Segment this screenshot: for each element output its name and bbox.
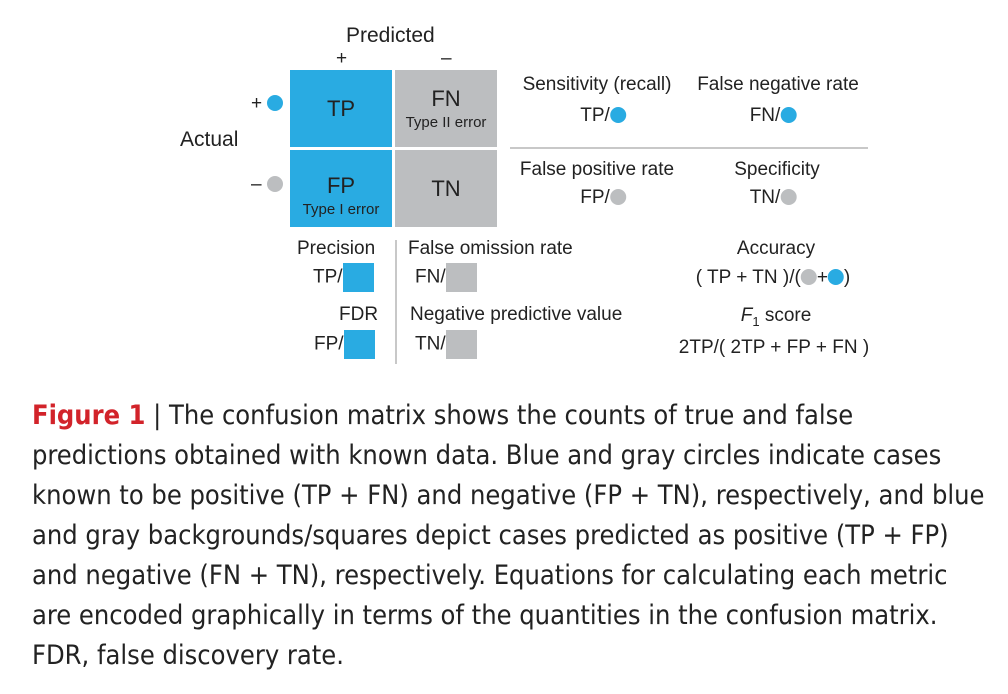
gray-circle-icon bbox=[266, 176, 283, 192]
blue-circle-icon bbox=[267, 95, 284, 111]
for-formula: FN/ bbox=[415, 263, 477, 292]
fpr-title: False positive rate bbox=[519, 159, 675, 180]
fnr-formula: FN/ bbox=[750, 105, 797, 127]
gray-circle-icon bbox=[800, 269, 817, 285]
specificity-title: Specificity bbox=[734, 159, 820, 180]
tn-cell: TN bbox=[395, 150, 497, 227]
accuracy-formula: ( TP + TN )/(+) bbox=[695, 267, 851, 288]
npv-formula: TN/ bbox=[415, 330, 477, 359]
blue-square-icon bbox=[342, 263, 374, 292]
blue-circle-icon bbox=[827, 269, 844, 285]
tp-cell: TP bbox=[290, 70, 392, 147]
sensitivity-formula: TP/ bbox=[580, 105, 626, 127]
fn-sublabel: Type II error bbox=[405, 114, 487, 131]
figure-label: Figure 1 bbox=[32, 400, 146, 431]
fn-label: FN bbox=[431, 86, 461, 111]
predicted-minus-label: – bbox=[441, 48, 452, 69]
precision-formula: TP/ bbox=[313, 263, 374, 292]
figure-caption: Figure 1 | The confusion matrix shows th… bbox=[32, 396, 992, 676]
fdr-formula: FP/ bbox=[314, 330, 375, 359]
sensitivity-title: Sensitivity (recall) bbox=[522, 74, 672, 95]
tn-label: TN bbox=[431, 175, 461, 201]
precision-title: Precision bbox=[297, 238, 376, 259]
gray-circle-icon bbox=[780, 189, 797, 205]
npv-title: Negative predictive value bbox=[410, 304, 623, 325]
fp-sublabel: Type I error bbox=[302, 201, 380, 218]
actual-plus-label: + bbox=[251, 93, 284, 115]
gray-circle-icon bbox=[609, 189, 626, 205]
gray-square-icon bbox=[445, 330, 477, 359]
fp-label: FP bbox=[326, 173, 356, 198]
fn-cell: FN Type II error bbox=[395, 70, 497, 147]
blue-circle-icon bbox=[780, 107, 797, 123]
actual-minus-label: – bbox=[251, 174, 283, 196]
predicted-plus-label: + bbox=[336, 48, 348, 69]
f1-title: F1 score bbox=[740, 305, 812, 329]
divider-vertical bbox=[395, 240, 397, 364]
gray-square-icon bbox=[445, 263, 477, 292]
blue-circle-icon bbox=[609, 107, 626, 123]
caption-text: The confusion matrix shows the counts of… bbox=[32, 400, 985, 671]
fdr-title: FDR bbox=[339, 304, 379, 325]
blue-square-icon bbox=[343, 330, 375, 359]
caption-separator: | bbox=[145, 400, 170, 431]
specificity-formula: TN/ bbox=[750, 187, 797, 209]
predicted-axis-label: Predicted bbox=[346, 24, 435, 47]
for-title: False omission rate bbox=[408, 238, 573, 259]
divider-horizontal bbox=[510, 147, 868, 149]
fp-cell: FP Type I error bbox=[290, 150, 392, 227]
tp-label: TP bbox=[326, 95, 356, 121]
accuracy-title: Accuracy bbox=[736, 238, 816, 259]
fnr-title: False negative rate bbox=[697, 74, 859, 95]
f1-formula: 2TP/( 2TP + FP + FN ) bbox=[678, 337, 870, 358]
fpr-formula: FP/ bbox=[580, 187, 626, 209]
actual-axis-label: Actual bbox=[180, 128, 239, 151]
